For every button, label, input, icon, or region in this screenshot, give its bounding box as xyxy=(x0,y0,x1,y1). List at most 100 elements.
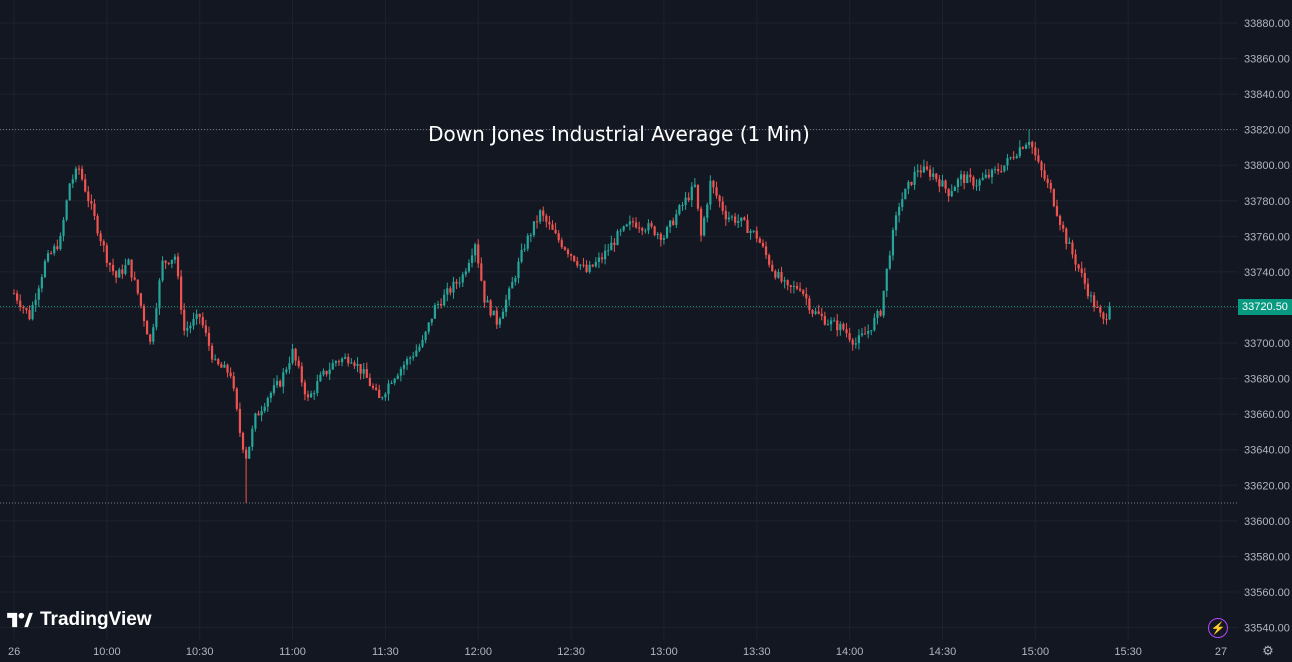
candle-body xyxy=(721,201,724,211)
candle-body xyxy=(1086,283,1090,297)
candle-body xyxy=(842,323,845,330)
candle-body xyxy=(724,210,727,220)
candle-body xyxy=(254,413,257,429)
candle-body xyxy=(56,246,59,250)
candle-body xyxy=(152,327,155,342)
candle-body xyxy=(387,383,390,394)
candle-body xyxy=(771,264,774,271)
candle-body xyxy=(764,246,768,256)
price-axis[interactable]: 33880.00 33860.00 33840.00 33820.00 33800.00… xyxy=(1244,18,1290,635)
candle-body xyxy=(183,309,186,331)
candle-body xyxy=(344,356,347,359)
candle-body xyxy=(625,224,628,227)
candle-body xyxy=(690,186,693,201)
candle-body xyxy=(127,259,130,265)
candle-body xyxy=(371,385,375,388)
tradingview-logo-icon xyxy=(7,612,33,628)
candle-body xyxy=(820,313,823,317)
candle-body xyxy=(217,359,220,365)
candle-body xyxy=(145,321,149,335)
candle-body xyxy=(405,358,409,365)
y-tick-label: 33620.00 xyxy=(1244,480,1290,492)
y-tick-label: 33760.00 xyxy=(1244,231,1290,243)
candle-body xyxy=(359,363,362,374)
candle-body xyxy=(43,261,47,278)
candle-body xyxy=(504,299,508,312)
lightning-icon[interactable]: ⚡ xyxy=(1208,618,1228,638)
x-tick-label: 14:00 xyxy=(836,646,864,658)
candle-body xyxy=(579,264,582,266)
candle-body xyxy=(882,290,885,316)
candle-body xyxy=(891,230,895,256)
candle-body xyxy=(409,357,412,359)
candle-body xyxy=(489,300,492,316)
time-axis[interactable]: 26 10:00 10:30 11:00 11:30 12:00 12:30 13:00 13:… xyxy=(8,646,1227,658)
candle-body xyxy=(585,264,588,272)
candle-body xyxy=(201,316,204,326)
candle-body xyxy=(597,257,601,262)
candle-body xyxy=(594,261,597,267)
candle-body xyxy=(789,285,792,287)
candle-body xyxy=(99,233,102,242)
candle-body xyxy=(582,264,585,266)
candle-body xyxy=(350,362,353,364)
candle-body xyxy=(12,293,16,295)
candle-body xyxy=(836,320,839,331)
candle-body xyxy=(25,308,28,311)
candle-body xyxy=(31,305,34,320)
candle-body xyxy=(325,370,328,375)
candle-body xyxy=(870,330,873,332)
candle-body xyxy=(15,293,19,301)
y-tick-label: 33600.00 xyxy=(1244,516,1290,528)
candle-body xyxy=(1003,165,1006,172)
candle-body xyxy=(84,179,87,192)
candle-body xyxy=(647,223,650,231)
x-tick-label: 15:30 xyxy=(1114,646,1142,658)
candle-body xyxy=(1055,206,1059,216)
candle-body xyxy=(1009,157,1012,159)
candle-body xyxy=(1099,307,1102,313)
candle-body xyxy=(1108,306,1111,320)
candle-body xyxy=(922,166,925,173)
candle-body xyxy=(703,217,706,236)
candle-body xyxy=(805,293,808,299)
candle-body xyxy=(461,274,464,283)
candle-body xyxy=(198,313,201,317)
candle-body xyxy=(204,325,207,333)
candle-body xyxy=(1052,189,1055,207)
candle-body xyxy=(706,204,709,218)
candle-body xyxy=(399,368,402,376)
candle-body xyxy=(251,428,254,447)
candle-body xyxy=(498,318,501,325)
candle-body xyxy=(130,259,133,278)
candle-body xyxy=(77,168,81,170)
candle-body xyxy=(210,345,214,360)
candle-body xyxy=(139,293,142,306)
candle-body xyxy=(269,392,272,399)
candle-body xyxy=(1071,242,1074,255)
candle-body xyxy=(944,180,947,189)
candle-body xyxy=(455,281,458,284)
current-price-badge: 33720.50 xyxy=(1238,299,1292,315)
candle-body xyxy=(959,174,963,180)
candle-body xyxy=(59,235,62,250)
candle-body xyxy=(1031,141,1034,148)
y-tick-label: 33820.00 xyxy=(1244,125,1290,137)
candle-body xyxy=(1034,147,1037,156)
gear-icon[interactable]: ⚙ xyxy=(1262,643,1274,658)
candle-body xyxy=(53,246,56,254)
candle-body xyxy=(124,264,127,274)
tradingview-logo[interactable]: TradingView xyxy=(6,609,152,631)
candle-body xyxy=(396,375,399,379)
candle-body xyxy=(449,288,452,293)
candle-body xyxy=(1021,147,1025,149)
candle-body xyxy=(786,280,789,286)
candle-body xyxy=(22,306,25,309)
candle-body xyxy=(532,221,536,236)
candle-body xyxy=(631,221,635,223)
candle-body xyxy=(418,346,421,351)
candle-body xyxy=(1000,171,1003,173)
candle-body xyxy=(511,281,514,289)
